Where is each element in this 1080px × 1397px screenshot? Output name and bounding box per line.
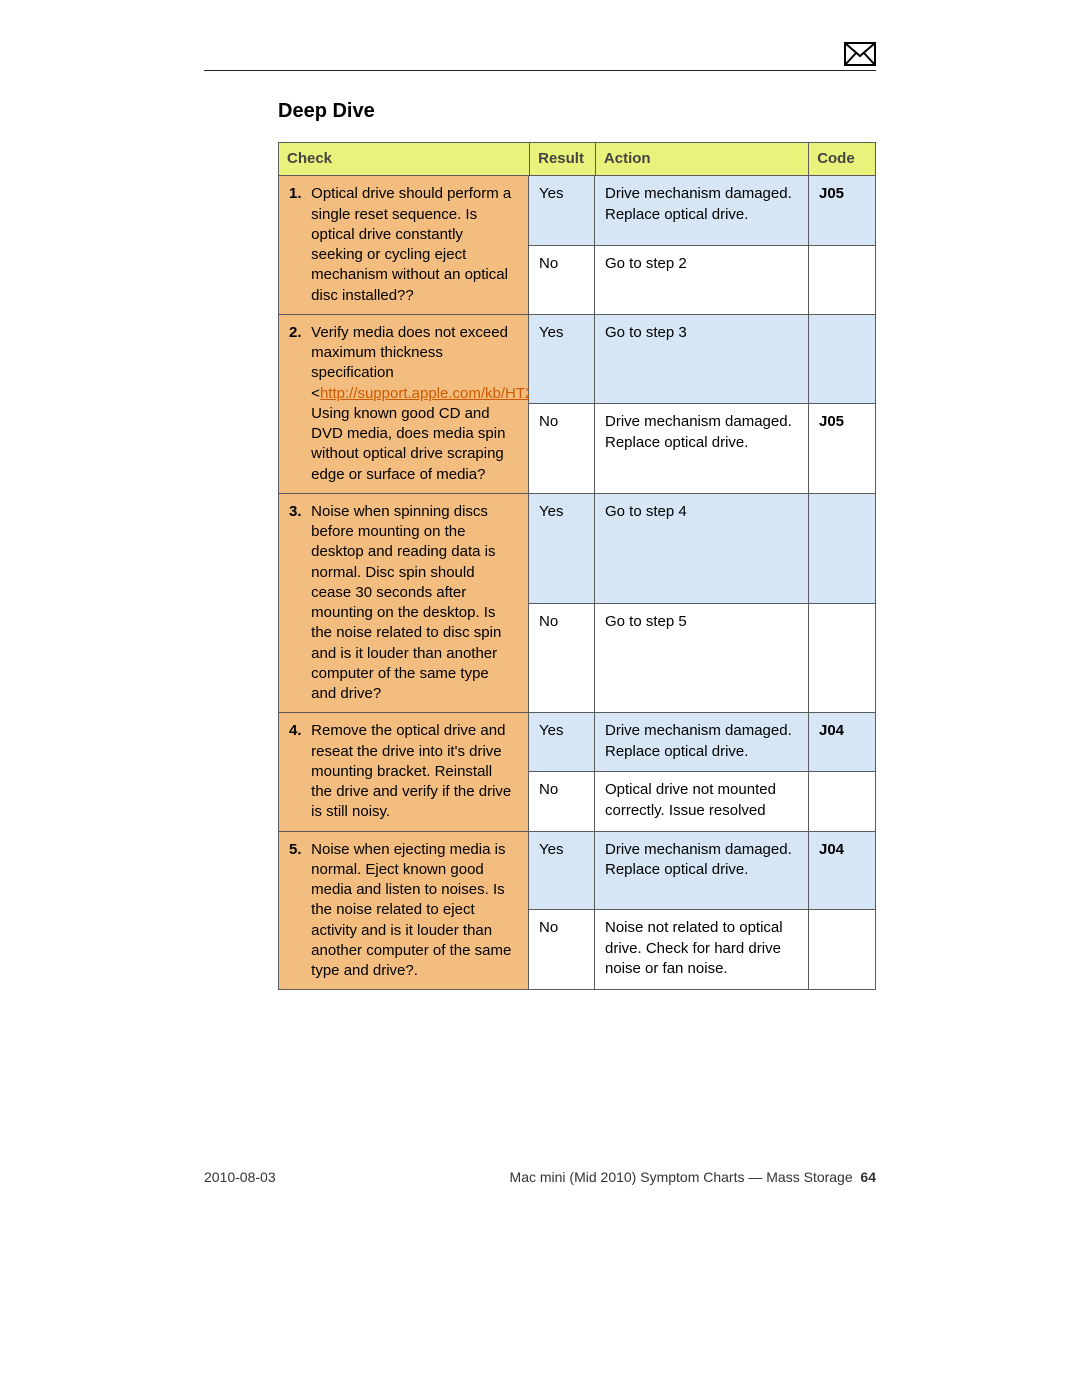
check-cell: 5. Noise when ejecting media is normal. … bbox=[279, 832, 529, 990]
code-value bbox=[809, 772, 875, 831]
result-value: Yes bbox=[529, 832, 595, 911]
result-value: No bbox=[529, 604, 595, 714]
check-cell: 3. Noise when spinning discs before moun… bbox=[279, 494, 529, 714]
result-value: No bbox=[529, 772, 595, 831]
table-header-row: Check Result Action Code bbox=[279, 143, 875, 176]
col-header-action: Action bbox=[596, 143, 809, 176]
result-row: No Optical drive not mounted correctly. … bbox=[529, 772, 875, 831]
footer-doc: Mac mini (Mid 2010) Symptom Charts — Mas… bbox=[510, 1169, 876, 1185]
step-group: 4. Remove the optical drive and reseat t… bbox=[279, 713, 875, 831]
action-text: Go to step 2 bbox=[595, 246, 809, 315]
deep-dive-table: Check Result Action Code 1. Optical driv… bbox=[278, 142, 876, 990]
result-value: Yes bbox=[529, 176, 595, 245]
code-value bbox=[809, 604, 875, 714]
code-value bbox=[809, 910, 875, 989]
check-cell: 1. Optical drive should perform a single… bbox=[279, 176, 529, 315]
action-text: Drive mechanism damaged. Replace optical… bbox=[595, 176, 809, 245]
result-row: Yes Go to step 3 bbox=[529, 315, 875, 405]
action-text: Go to step 3 bbox=[595, 315, 809, 405]
header-rule bbox=[204, 70, 876, 71]
code-value bbox=[809, 246, 875, 315]
step-number: 2. bbox=[289, 323, 307, 343]
step-text: Optical drive should perform a single re… bbox=[311, 184, 516, 306]
step-number: 1. bbox=[289, 184, 307, 204]
result-rows: Yes Go to step 3 No Drive mechanism dama… bbox=[529, 315, 875, 494]
code-value: J05 bbox=[809, 404, 875, 494]
action-text: Go to step 5 bbox=[595, 604, 809, 714]
result-value: No bbox=[529, 246, 595, 315]
result-row: Yes Drive mechanism damaged. Replace opt… bbox=[529, 176, 875, 245]
spec-link[interactable]: http://support.apple.com/kb/HT2446 bbox=[320, 385, 558, 402]
result-row: No Drive mechanism damaged. Replace opti… bbox=[529, 404, 875, 494]
result-row: Yes Go to step 4 bbox=[529, 494, 875, 604]
step-number: 4. bbox=[289, 721, 307, 741]
step-text: Noise when spinning discs before mountin… bbox=[311, 502, 516, 705]
col-header-code: Code bbox=[809, 143, 875, 176]
code-value: J04 bbox=[809, 713, 875, 772]
action-text: Drive mechanism damaged. Replace optical… bbox=[595, 713, 809, 772]
result-value: No bbox=[529, 404, 595, 494]
result-rows: Yes Drive mechanism damaged. Replace opt… bbox=[529, 176, 875, 315]
step-group: 2. Verify media does not exceed maximum … bbox=[279, 315, 875, 494]
result-row: Yes Drive mechanism damaged. Replace opt… bbox=[529, 713, 875, 772]
step-group: 1. Optical drive should perform a single… bbox=[279, 176, 875, 315]
result-rows: Yes Drive mechanism damaged. Replace opt… bbox=[529, 713, 875, 831]
step-text: Remove the optical drive and reseat the … bbox=[311, 721, 516, 822]
page: Deep Dive Check Result Action Code 1. Op… bbox=[0, 0, 1080, 1397]
check-cell: 4. Remove the optical drive and reseat t… bbox=[279, 713, 529, 831]
code-value: J05 bbox=[809, 176, 875, 245]
action-text: Drive mechanism damaged. Replace optical… bbox=[595, 832, 809, 911]
code-value: J04 bbox=[809, 832, 875, 911]
footer-page-number: 64 bbox=[860, 1169, 876, 1185]
footer-date: 2010-08-03 bbox=[204, 1169, 276, 1185]
action-text: Go to step 4 bbox=[595, 494, 809, 604]
result-value: Yes bbox=[529, 494, 595, 604]
result-row: Yes Drive mechanism damaged. Replace opt… bbox=[529, 832, 875, 911]
step-group: 5. Noise when ejecting media is normal. … bbox=[279, 832, 875, 990]
code-value bbox=[809, 494, 875, 604]
result-value: Yes bbox=[529, 315, 595, 405]
page-footer: 2010-08-03 Mac mini (Mid 2010) Symptom C… bbox=[204, 1169, 876, 1185]
result-row: No Go to step 2 bbox=[529, 246, 875, 315]
result-value: Yes bbox=[529, 713, 595, 772]
step-text: Noise when ejecting media is normal. Eje… bbox=[311, 840, 516, 982]
action-text: Noise not related to optical drive. Chec… bbox=[595, 910, 809, 989]
result-row: No Noise not related to optical drive. C… bbox=[529, 910, 875, 989]
footer-doc-title: Mac mini (Mid 2010) Symptom Charts — Mas… bbox=[510, 1169, 853, 1185]
check-cell: 2. Verify media does not exceed maximum … bbox=[279, 315, 529, 494]
code-value bbox=[809, 315, 875, 405]
action-text: Optical drive not mounted correctly. Iss… bbox=[595, 772, 809, 831]
result-row: No Go to step 5 bbox=[529, 604, 875, 714]
col-header-result: Result bbox=[530, 143, 596, 176]
step-group: 3. Noise when spinning discs before moun… bbox=[279, 494, 875, 714]
result-rows: Yes Drive mechanism damaged. Replace opt… bbox=[529, 832, 875, 990]
action-text: Drive mechanism damaged. Replace optical… bbox=[595, 404, 809, 494]
step-text: Verify media does not exceed maximum thi… bbox=[311, 323, 516, 485]
col-header-check: Check bbox=[279, 143, 530, 176]
mail-icon[interactable] bbox=[844, 42, 876, 71]
step-number: 5. bbox=[289, 840, 307, 860]
result-value: No bbox=[529, 910, 595, 989]
result-rows: Yes Go to step 4 No Go to step 5 bbox=[529, 494, 875, 714]
section-title: Deep Dive bbox=[278, 100, 375, 123]
step-number: 3. bbox=[289, 502, 307, 522]
